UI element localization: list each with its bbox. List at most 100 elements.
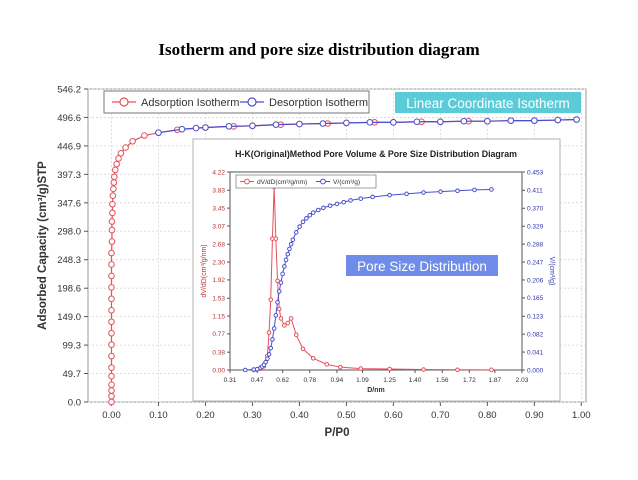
- data-point: [110, 185, 117, 193]
- data-point: [111, 166, 119, 174]
- data-point: [293, 332, 299, 338]
- x-tick-label: 0.60: [384, 410, 403, 421]
- series-line: [158, 118, 577, 134]
- data-point: [297, 224, 302, 229]
- inset-y-right-tick-label: 0.288: [527, 241, 544, 248]
- data-point: [404, 191, 409, 197]
- data-point: [108, 272, 115, 280]
- badge-pore-size-distribution-bg: [346, 255, 498, 276]
- data-point: [108, 387, 115, 394]
- data-point: [273, 313, 279, 318]
- data-point: [573, 116, 580, 123]
- y-tick-label: 49.7: [63, 369, 82, 380]
- inset-y-left-tick-label: 0.00: [212, 367, 225, 374]
- inset-x-tick-label: 0.78: [303, 377, 316, 384]
- y-tick-label: 198.6: [57, 284, 81, 295]
- data-point: [343, 119, 350, 127]
- inset-x-axis-label: D/nm: [367, 387, 385, 394]
- data-point: [109, 192, 117, 199]
- series-line: [253, 186, 492, 371]
- data-point: [334, 201, 340, 207]
- inset-y-right-tick-label: 0.411: [527, 188, 543, 195]
- y-tick-label: 149.0: [57, 312, 81, 323]
- inset-y-left-tick-label: 2.68: [212, 242, 225, 249]
- data-point: [290, 237, 296, 243]
- x-tick-label: 0.90: [525, 410, 544, 421]
- data-point: [242, 367, 248, 373]
- data-point: [108, 238, 116, 245]
- data-point: [358, 366, 364, 371]
- inset-x-tick-label: 0.62: [276, 377, 289, 384]
- data-point: [108, 352, 115, 360]
- data-point: [270, 337, 275, 342]
- y-tick-label: 99.3: [63, 341, 82, 352]
- x-tick-label: 0.40: [290, 410, 309, 421]
- data-point: [310, 355, 316, 361]
- inset-y-left-tick-label: 3.45: [212, 205, 225, 212]
- data-point: [108, 295, 115, 303]
- badge-linear-isotherm: Linear Coordinate Isotherm: [406, 96, 570, 111]
- data-point: [358, 196, 364, 201]
- data-point: [531, 117, 538, 124]
- data-point: [108, 261, 115, 268]
- legend-label: Desorption Isotherm: [269, 97, 368, 109]
- inset-y-right-tick-label: 0.165: [527, 295, 544, 302]
- data-point: [288, 241, 294, 247]
- data-point: [276, 289, 282, 294]
- x-tick-label: 0.30: [243, 410, 262, 421]
- data-point: [304, 216, 309, 221]
- data-point: [455, 188, 460, 194]
- x-tick-label: 0.00: [102, 410, 121, 421]
- y-tick-label: 397.3: [57, 170, 81, 181]
- inset-legend-swatch-marker: [320, 178, 326, 185]
- data-point: [108, 392, 115, 400]
- inset-x-tick-label: 1.87: [489, 377, 502, 384]
- data-point: [282, 264, 287, 269]
- inset-legend-box: [235, 174, 377, 189]
- inset-y-right-tick-label: 0.329: [527, 223, 544, 230]
- data-point: [472, 187, 477, 193]
- data-point: [268, 345, 274, 351]
- inset-y-right-tick-label: 0.041: [527, 349, 544, 356]
- data-point: [319, 120, 327, 127]
- data-point: [370, 194, 375, 200]
- data-point: [285, 320, 291, 326]
- data-point: [489, 367, 494, 373]
- data-point: [272, 121, 280, 128]
- data-point: [271, 326, 277, 331]
- inset-x-tick-label: 0.31: [224, 377, 237, 384]
- x-tick-label: 1.00: [572, 410, 591, 421]
- legend-label: Adsorption Isotherm: [141, 97, 239, 109]
- data-point: [108, 329, 115, 337]
- data-point: [108, 218, 116, 225]
- inset-legend-swatch-marker: [244, 178, 250, 185]
- inset-y-right-label: V/(cm³/g): [548, 257, 555, 286]
- data-point: [129, 137, 136, 145]
- inset-y-left-tick-label: 1.15: [212, 313, 225, 320]
- data-point: [421, 190, 426, 195]
- data-point: [109, 201, 116, 208]
- data-point: [109, 209, 116, 217]
- inset-legend-label: V/(cm³/g): [333, 179, 360, 186]
- data-point: [108, 249, 115, 257]
- data-point: [300, 219, 306, 225]
- y-tick-label: 298.0: [57, 227, 81, 238]
- inset-plot-area: [229, 171, 523, 371]
- data-point: [285, 251, 291, 257]
- data-point: [460, 117, 468, 125]
- data-point: [108, 318, 115, 326]
- legend-box: [103, 90, 370, 114]
- x-tick-label: 0.80: [478, 410, 497, 421]
- inset-y-right-tick-label: 0.370: [527, 206, 544, 213]
- x-tick-label: 0.10: [149, 410, 168, 421]
- data-point: [489, 187, 494, 192]
- data-point: [263, 359, 268, 365]
- data-point: [202, 124, 209, 131]
- data-point: [366, 119, 374, 126]
- data-point: [108, 341, 115, 348]
- data-point: [192, 124, 200, 132]
- inset-x-tick-label: 1.40: [409, 377, 422, 384]
- data-point: [108, 381, 115, 389]
- data-point: [455, 367, 460, 373]
